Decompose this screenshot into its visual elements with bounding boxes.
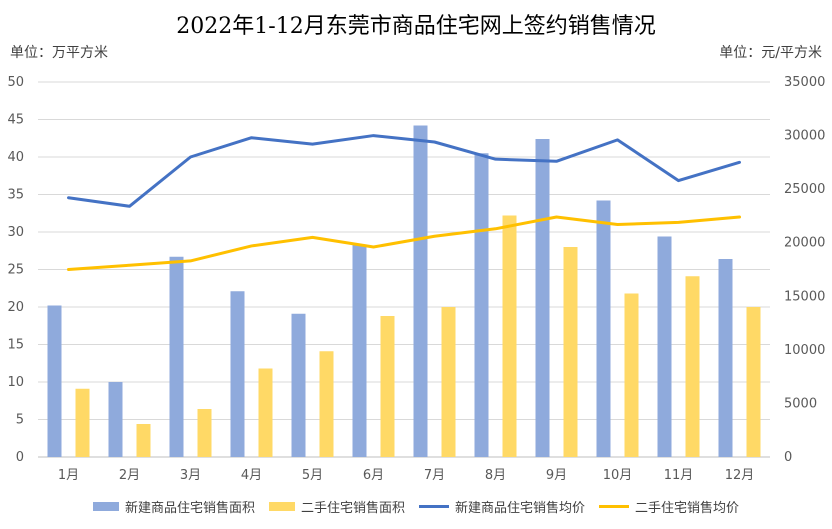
legend-swatch-new-area	[92, 502, 119, 511]
bar-second-area	[380, 316, 395, 457]
bar-new-area	[596, 200, 611, 457]
y-right-tick-label: 5000	[784, 396, 817, 411]
legend-label-new-area: 新建商品住宅销售面积	[124, 501, 255, 516]
bar-new-area	[657, 236, 672, 457]
x-tick-label: 3月	[180, 468, 201, 483]
bar-new-area	[47, 305, 62, 457]
bar-new-area	[474, 153, 489, 457]
legend-item-second-price: 二手住宅销售均价	[599, 497, 739, 516]
legend-swatch-second-price	[599, 505, 630, 508]
y-right-tick-label: 10000	[784, 343, 825, 358]
bar-new-area	[230, 291, 245, 457]
x-tick-label: 8月	[485, 468, 506, 483]
x-tick-label: 12月	[725, 468, 755, 483]
y-left-tick-label: 35	[7, 188, 24, 203]
bar-second-area	[319, 351, 334, 457]
y-left-tick-label: 15	[7, 338, 24, 353]
legend-label-second-area: 二手住宅销售面积	[300, 501, 405, 516]
y-right-tick-label: 0	[784, 450, 792, 465]
bar-second-area	[502, 215, 517, 457]
legend-item-new-area: 新建商品住宅销售面积	[92, 497, 255, 516]
legend-item-second-area: 二手住宅销售面积	[268, 497, 405, 516]
bar-new-area	[413, 125, 428, 457]
bar-second-area	[75, 388, 90, 457]
legend: 新建商品住宅销售面积 二手住宅销售面积 新建商品住宅销售均价 二手住宅销售均价	[0, 497, 832, 516]
bar-new-area	[352, 244, 367, 457]
bar-second-area	[563, 247, 578, 457]
line-second-price	[67, 215, 741, 271]
x-tick-label: 4月	[241, 468, 262, 483]
legend-label-second-price: 二手住宅销售均价	[635, 501, 740, 516]
y-left-tick-label: 20	[7, 300, 24, 315]
x-tick-label: 5月	[302, 468, 323, 483]
x-tick-label: 11月	[664, 468, 694, 483]
y-left-tick-label: 30	[7, 225, 24, 240]
left-axis-unit: 单位：万平方米	[10, 45, 108, 61]
right-axis-unit: 单位：元/平方米	[719, 45, 822, 61]
bar-second-area	[624, 293, 639, 457]
y-right-tick-label: 35000	[784, 75, 825, 90]
y-left-tick-label: 10	[7, 375, 24, 390]
legend-label-new-price: 新建商品住宅销售均价	[455, 501, 586, 516]
bar-new-area	[718, 259, 733, 457]
y-left-tick-label: 0	[16, 450, 24, 465]
y-right-tick-label: 30000	[784, 129, 825, 144]
y-left-tick-label: 45	[7, 113, 24, 128]
bar-second-area	[258, 368, 273, 457]
legend-swatch-new-price	[419, 505, 449, 508]
legend-item-new-price: 新建商品住宅销售均价	[419, 497, 585, 516]
bar-new-area	[108, 382, 123, 457]
bar-second-area	[685, 276, 700, 457]
line-new-price	[67, 134, 741, 208]
chart-title: 2022年1-12月东莞市商品住宅网上签约销售情况	[176, 14, 656, 39]
bar-new-area	[535, 139, 550, 457]
x-tick-label: 9月	[546, 468, 567, 483]
x-tick-label: 2月	[119, 468, 140, 483]
y-left-tick-label: 50	[7, 75, 24, 90]
bar-new-area	[291, 313, 306, 457]
x-tick-label: 7月	[424, 468, 445, 483]
y-right-tick-label: 25000	[784, 182, 825, 197]
y-right-tick-label: 15000	[784, 289, 825, 304]
y-right-tick-label: 20000	[784, 236, 825, 251]
bar-new-area	[169, 256, 184, 457]
x-tick-label: 10月	[603, 468, 633, 483]
x-tick-label: 6月	[363, 468, 384, 483]
y-left-tick-label: 40	[7, 150, 24, 165]
bar-second-area	[197, 409, 212, 457]
bar-second-area	[136, 424, 151, 457]
y-left-tick-label: 25	[7, 263, 24, 278]
y-left-tick-label: 5	[16, 413, 24, 428]
bar-second-area	[746, 307, 761, 457]
x-tick-label: 1月	[58, 468, 79, 483]
legend-swatch-second-area	[268, 502, 295, 511]
bar-second-area	[441, 307, 456, 457]
